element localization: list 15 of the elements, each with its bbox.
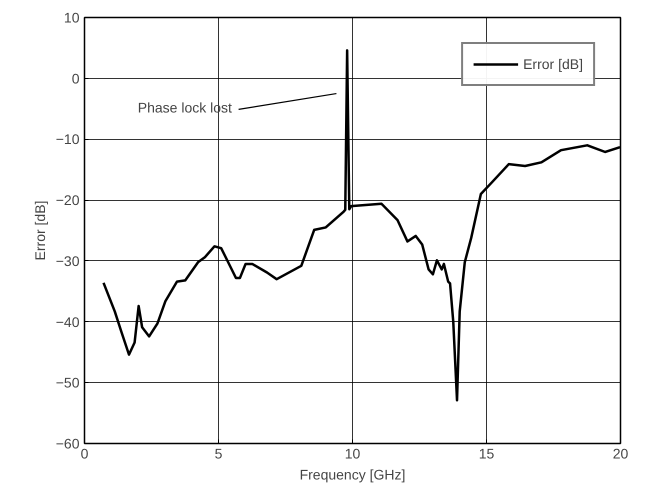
- x-axis-title: Frequency [GHz]: [300, 466, 406, 482]
- y-tick-label: 0: [72, 70, 80, 86]
- y-axis-title: Error [dB]: [32, 200, 48, 260]
- x-tick-label: 15: [478, 446, 494, 462]
- y-tick-label: −10: [56, 131, 80, 148]
- y-tick-label: −50: [56, 374, 80, 391]
- y-tick-label: 10: [64, 10, 80, 26]
- y-tick-label: −30: [56, 252, 80, 269]
- y-tick-label: −60: [56, 436, 80, 452]
- x-tick-label: 20: [612, 446, 628, 462]
- y-tick-label: −40: [56, 314, 80, 330]
- legend-label: Error [dB]: [523, 56, 583, 72]
- y-tick-label: −20: [56, 192, 80, 208]
- x-tick-label: 10: [344, 446, 360, 462]
- x-tick-label: 5: [214, 446, 223, 462]
